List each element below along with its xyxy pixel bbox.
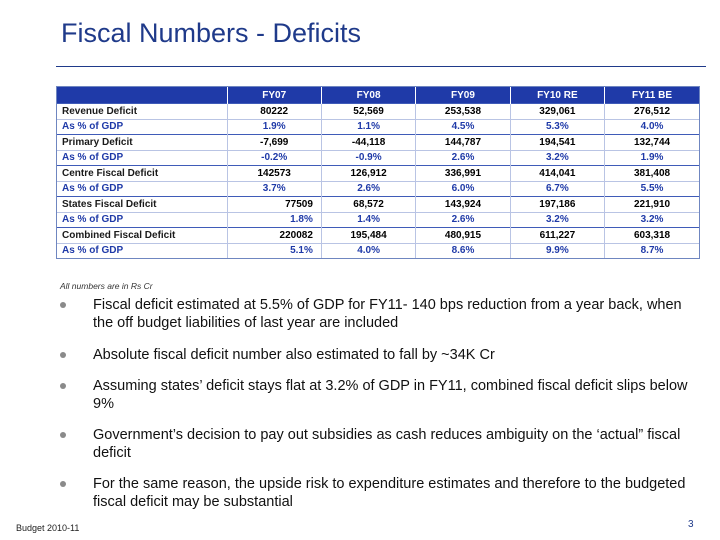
header-cell-fy07: FY07	[226, 87, 322, 104]
table-cell: 1.1%	[320, 118, 416, 135]
units-note: All numbers are in Rs Cr	[60, 281, 153, 291]
table-cell: 329,061	[509, 103, 605, 119]
header-cell-fy09: FY09	[415, 87, 511, 104]
table-cell: 1.9%	[226, 118, 322, 135]
table-cell: -44,118	[320, 134, 416, 150]
table-cell: 126,912	[320, 165, 416, 181]
table-cell: 221,910	[604, 196, 699, 212]
table-cell: 276,512	[604, 103, 699, 119]
bullet-dot-icon	[60, 352, 66, 358]
table-cell: 4.0%	[320, 242, 416, 258]
row-label: As % of GDP	[57, 118, 227, 135]
table-cell: 142573	[226, 165, 322, 181]
row-label: As % of GDP	[57, 211, 227, 228]
table-cell: 52,569	[320, 103, 416, 119]
table-cell: 603,318	[604, 227, 699, 243]
bullet-text: Assuming states’ deficit stays flat at 3…	[93, 378, 688, 412]
table-cell: 132,744	[604, 134, 699, 150]
table-row: As % of GDP -0.2% -0.9% 2.6% 3.2% 1.9%	[57, 149, 699, 166]
table-cell: 4.0%	[604, 118, 699, 135]
table-cell: 9.9%	[509, 242, 605, 258]
table-cell: 381,408	[604, 165, 699, 181]
table-cell: 194,541	[509, 134, 605, 150]
bullet-dot-icon	[60, 481, 66, 487]
table-row: Primary Deficit -7,699 -44,118 144,787 194,5…	[57, 134, 699, 150]
table-cell: 3.2%	[509, 149, 605, 166]
table-cell: 3.2%	[509, 211, 605, 228]
table-cell: 77509	[226, 196, 322, 212]
bullet-list: Fiscal deficit estimated at 5.5% of GDP …	[60, 296, 700, 511]
page-number: 3	[688, 519, 694, 530]
table-cell: 3.2%	[604, 211, 699, 228]
table-cell: 143,924	[415, 196, 511, 212]
table-row: Revenue Deficit 80222 52,569 253,538 329,061…	[57, 103, 699, 119]
table-cell: 4.5%	[415, 118, 511, 135]
table-cell: 1.4%	[320, 211, 416, 228]
footer-label: Budget 2010-11	[16, 523, 80, 533]
row-label: As % of GDP	[57, 149, 227, 166]
bullet-dot-icon	[60, 383, 66, 389]
table-row: As % of GDP 3.7% 2.6% 6.0% 6.7% 5.5%	[57, 180, 699, 197]
title-divider	[56, 66, 706, 67]
header-cell-fy11-be: FY11 BE	[604, 87, 699, 104]
table-row: As % of GDP 1.8% 1.4% 2.6% 3.2% 3.2%	[57, 211, 699, 228]
table-header-row: FY07 FY08 FY09 FY10 RE FY11 BE	[57, 87, 699, 104]
table-cell: 2.6%	[415, 149, 511, 166]
table-cell: 1.8%	[226, 211, 322, 228]
table-row: Combined Fiscal Deficit 220082 195,484 480,…	[57, 227, 699, 243]
table-cell: 5.3%	[509, 118, 605, 135]
bullet-text: Government’s decision to pay out subsidi…	[93, 427, 681, 461]
bullet-text: For the same reason, the upside risk to …	[93, 476, 686, 510]
row-label: As % of GDP	[57, 242, 227, 258]
table-cell: 8.7%	[604, 242, 699, 258]
table-cell: 5.5%	[604, 180, 699, 197]
row-label: Revenue Deficit	[57, 103, 227, 119]
slide-title: Fiscal Numbers - Deficits	[61, 18, 362, 48]
bullet-text: Absolute fiscal deficit number also esti…	[93, 347, 495, 363]
table-row: Centre Fiscal Deficit 142573 126,912 336,99…	[57, 165, 699, 181]
table-cell: -0.2%	[226, 149, 322, 166]
deficits-table: FY07 FY08 FY09 FY10 RE FY11 BE Revenue Defic…	[56, 86, 700, 259]
header-cell-label	[57, 87, 227, 104]
table-cell: 195,484	[320, 227, 416, 243]
table-cell: 144,787	[415, 134, 511, 150]
table-cell: 2.6%	[320, 180, 416, 197]
table-cell: -7,699	[226, 134, 322, 150]
table-cell: 336,991	[415, 165, 511, 181]
table-cell: 414,041	[509, 165, 605, 181]
bullet-item: Fiscal deficit estimated at 5.5% of GDP …	[60, 296, 700, 332]
table-cell: 197,186	[509, 196, 605, 212]
row-label: Centre Fiscal Deficit	[57, 165, 227, 181]
bullet-item: Absolute fiscal deficit number also esti…	[60, 346, 700, 364]
row-label: Primary Deficit	[57, 134, 227, 150]
bullet-text: Fiscal deficit estimated at 5.5% of GDP …	[93, 297, 682, 331]
table-row: As % of GDP 5.1% 4.0% 8.6% 9.9% 8.7%	[57, 242, 699, 258]
table-cell: 1.9%	[604, 149, 699, 166]
table-cell: 68,572	[320, 196, 416, 212]
table-cell: 3.7%	[226, 180, 322, 197]
table-cell: 8.6%	[415, 242, 511, 258]
table-row: As % of GDP 1.9% 1.1% 4.5% 5.3% 4.0%	[57, 118, 699, 135]
bullet-dot-icon	[60, 432, 66, 438]
row-label: Combined Fiscal Deficit	[57, 227, 227, 243]
row-label: As % of GDP	[57, 180, 227, 197]
bullet-dot-icon	[60, 302, 66, 308]
row-label: States Fiscal Deficit	[57, 196, 227, 212]
bullet-item: For the same reason, the upside risk to …	[60, 475, 700, 511]
table-cell: 611,227	[509, 227, 605, 243]
table-cell: 480,915	[415, 227, 511, 243]
table-cell: 5.1%	[226, 242, 322, 258]
table-cell: 2.6%	[415, 211, 511, 228]
header-cell-fy10-re: FY10 RE	[509, 87, 605, 104]
table-cell: 80222	[226, 103, 322, 119]
table-row: States Fiscal Deficit 77509 68,572 143,924 1…	[57, 196, 699, 212]
bullet-item: Government’s decision to pay out subsidi…	[60, 426, 700, 462]
table-cell: 253,538	[415, 103, 511, 119]
bullet-item: Assuming states’ deficit stays flat at 3…	[60, 377, 700, 413]
table-cell: 6.7%	[509, 180, 605, 197]
table-cell: 6.0%	[415, 180, 511, 197]
table-cell: -0.9%	[320, 149, 416, 166]
table-cell: 220082	[226, 227, 322, 243]
header-cell-fy08: FY08	[320, 87, 416, 104]
